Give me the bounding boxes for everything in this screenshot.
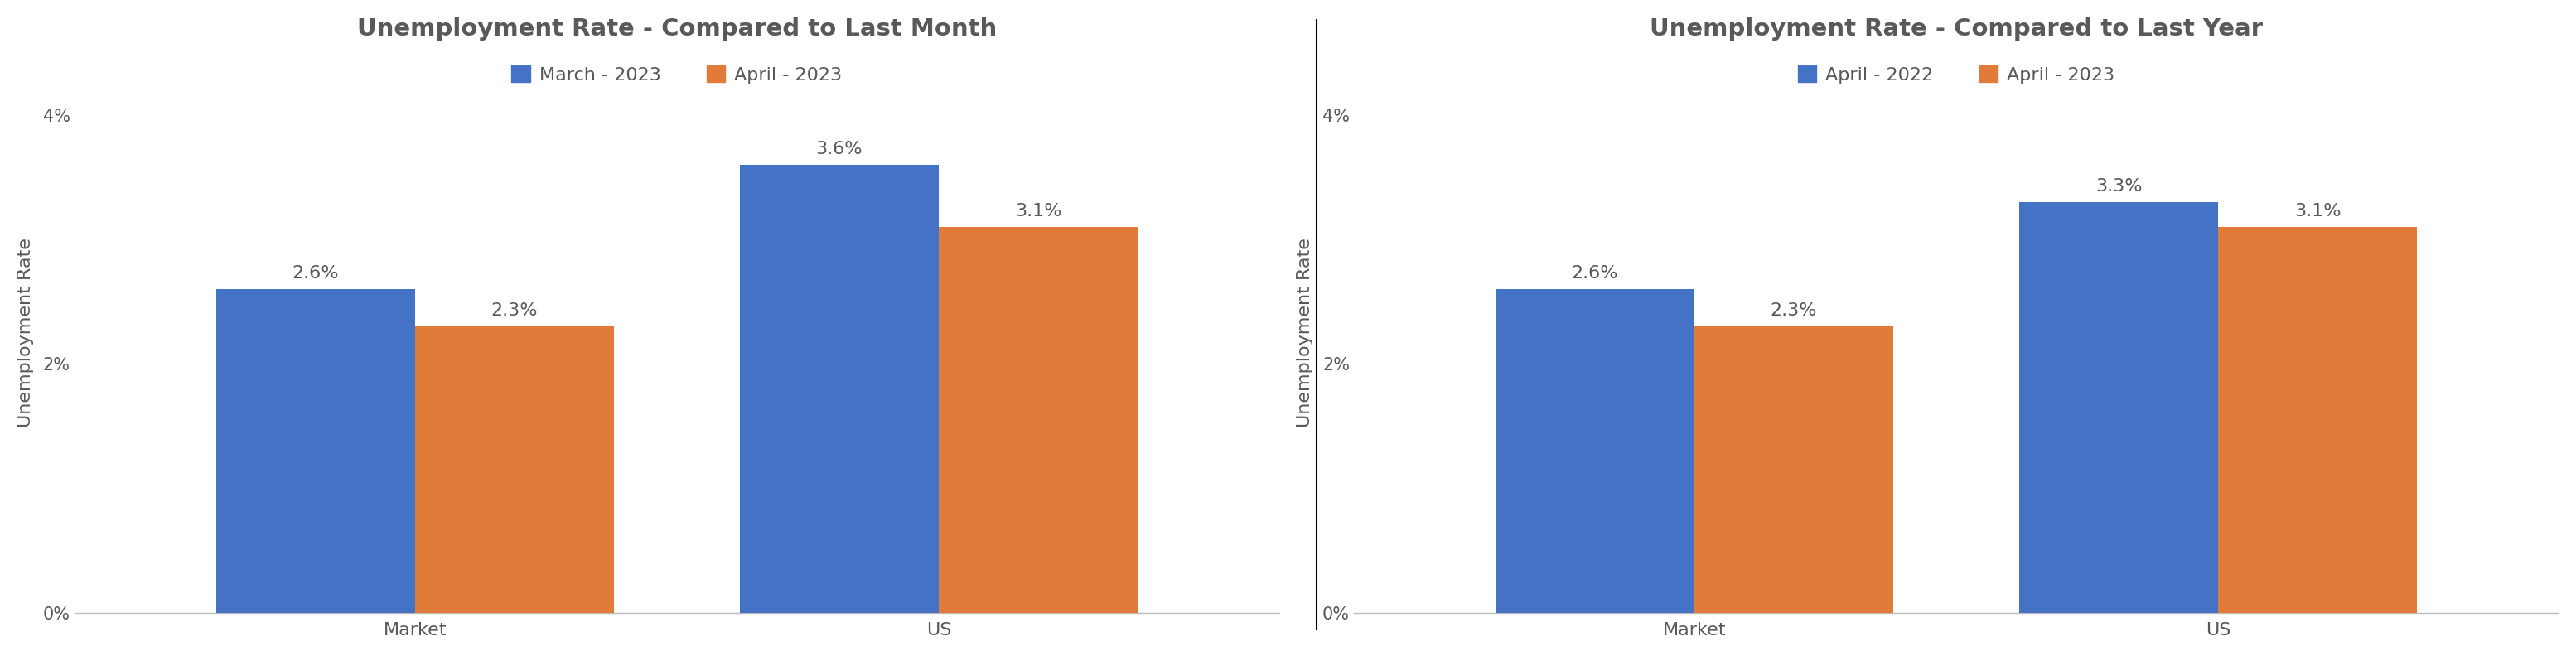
- Text: 3.6%: 3.6%: [817, 141, 863, 157]
- Text: 2.6%: 2.6%: [291, 265, 340, 282]
- Y-axis label: Unemployment Rate: Unemployment Rate: [18, 238, 33, 428]
- Text: 2.6%: 2.6%: [1571, 265, 1618, 282]
- Text: 2.3%: 2.3%: [1770, 302, 1816, 319]
- Text: 3.1%: 3.1%: [1015, 203, 1061, 220]
- Y-axis label: Unemployment Rate: Unemployment Rate: [1296, 238, 1314, 428]
- Bar: [2020, 202, 2218, 613]
- Bar: [1695, 327, 1893, 613]
- Bar: [938, 227, 1139, 613]
- Legend: April - 2022, April - 2023: April - 2022, April - 2023: [1788, 56, 2125, 92]
- Text: 3.3%: 3.3%: [2094, 178, 2143, 195]
- Text: 2.3%: 2.3%: [492, 302, 538, 319]
- Bar: [739, 165, 938, 613]
- Title: Unemployment Rate - Compared to Last Month: Unemployment Rate - Compared to Last Mon…: [358, 17, 997, 41]
- Bar: [216, 289, 415, 613]
- Legend: March - 2023, April - 2023: March - 2023, April - 2023: [502, 56, 853, 92]
- Bar: [415, 327, 613, 613]
- Bar: [1494, 289, 1695, 613]
- Bar: [2218, 227, 2416, 613]
- Title: Unemployment Rate - Compared to Last Year: Unemployment Rate - Compared to Last Yea…: [1649, 17, 2262, 41]
- Text: 3.1%: 3.1%: [2295, 203, 2342, 220]
